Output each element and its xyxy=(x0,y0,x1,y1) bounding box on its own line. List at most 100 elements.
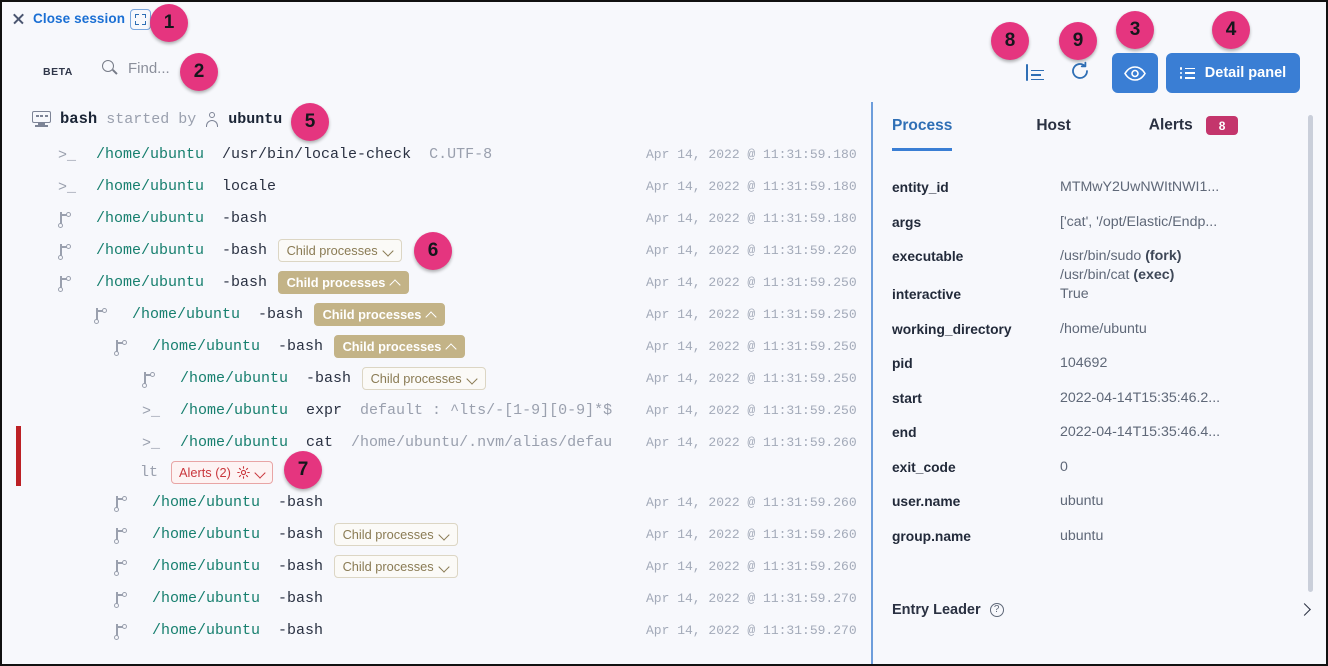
detail-field-row: working_directory/home/ubuntu xyxy=(892,320,1302,355)
process-row[interactable]: /home/ubuntu -bash Child processes Apr 14,… xyxy=(2,234,871,266)
chevron-down-icon xyxy=(468,374,477,383)
process-tree-list[interactable]: >_ /home/ubuntu /usr/bin/locale-check C.U… xyxy=(2,138,871,664)
process-timestamp: Apr 14, 2022 @ 11:31:59.260 xyxy=(646,494,857,510)
entry-leader-section[interactable]: Entry Leader ? xyxy=(892,602,1292,618)
process-timestamp: Apr 14, 2022 @ 11:31:59.260 xyxy=(646,434,857,450)
process-command: locale xyxy=(204,177,277,195)
child-processes-badge[interactable]: Child processes xyxy=(313,302,446,326)
top-bar: Close session xyxy=(2,2,1326,38)
detail-field-key: exit_code xyxy=(892,459,956,475)
detail-field-row: pid 104692 xyxy=(892,354,1302,389)
detail-field-key: group.name xyxy=(892,528,971,544)
tab-process[interactable]: Process xyxy=(892,117,953,151)
process-cwd: /home/ubuntu xyxy=(152,337,261,355)
child-processes-label: Child processes xyxy=(342,558,434,574)
chevron-down-icon xyxy=(256,468,265,477)
child-processes-label: Child processes xyxy=(286,242,378,258)
detail-field-row: exit_code 0 xyxy=(892,458,1302,493)
close-session-button[interactable]: Close session xyxy=(12,11,125,26)
process-cwd: /home/ubuntu xyxy=(96,145,205,163)
process-command: -bash xyxy=(260,589,324,607)
child-processes-badge[interactable]: Child processes xyxy=(277,270,410,294)
process-command: -bash xyxy=(260,557,324,575)
process-command: cat xyxy=(288,433,334,451)
process-row[interactable]: /home/ubuntu -bash Child processes Apr 14,… xyxy=(2,330,871,362)
process-row[interactable]: >_ /home/ubuntu /usr/bin/locale-check C.U… xyxy=(2,138,871,170)
close-x-icon xyxy=(12,12,25,25)
detail-field-row: args ['cat', '/opt/Elastic/Endp... xyxy=(892,213,1302,248)
search-input[interactable]: Find... xyxy=(102,60,170,77)
process-row[interactable]: /home/ubuntu -bash Child processes Apr 14,… xyxy=(2,266,871,298)
alerts-count-badge: 8 xyxy=(1206,116,1239,135)
toggle-visibility-button[interactable] xyxy=(1112,53,1158,93)
detail-panel-button[interactable]: Detail panel xyxy=(1166,53,1300,93)
alert-gutter xyxy=(16,458,21,486)
tab-alerts[interactable]: Alerts 8 xyxy=(1149,116,1239,151)
child-processes-badge[interactable]: Child processes xyxy=(333,522,458,546)
detail-field-value: MTMwY2UwNWItNWI1... xyxy=(1060,179,1220,195)
prompt-icon: >_ xyxy=(58,179,77,196)
process-row[interactable]: /home/ubuntu -bash Apr 14, 2022 @ 11:31:5… xyxy=(2,614,871,646)
session-view-toggle-button[interactable] xyxy=(1014,60,1044,85)
process-row[interactable]: /home/ubuntu -bash Child processes Apr 14,… xyxy=(2,362,871,394)
process-timestamp: Apr 14, 2022 @ 11:31:59.250 xyxy=(646,338,857,354)
process-command: -bash xyxy=(204,241,268,259)
process-row-continuation[interactable]: lt Alerts (2) xyxy=(2,458,871,486)
prompt-icon: >_ xyxy=(58,147,77,164)
process-args: /home/ubuntu/.nvm/alias/defau xyxy=(333,433,613,451)
process-command: -bash xyxy=(204,273,268,291)
detail-panel: Process Host Alerts 8 entity_id MTMwY2UwN… xyxy=(873,102,1313,664)
beta-label: BETA xyxy=(43,66,73,78)
session-shell-name: bash xyxy=(60,110,98,128)
alerts-badge[interactable]: Alerts (2) xyxy=(171,460,273,484)
chevron-up-icon xyxy=(427,310,436,319)
process-timestamp: Apr 14, 2022 @ 11:31:59.260 xyxy=(646,526,857,542)
annotation-marker-9: 9 xyxy=(1059,22,1097,60)
child-processes-badge[interactable]: Child processes xyxy=(333,334,466,358)
child-processes-badge[interactable]: Child processes xyxy=(333,554,458,578)
refresh-icon xyxy=(1071,61,1088,79)
chevron-down-icon xyxy=(384,246,393,255)
process-command: /usr/bin/locale-check xyxy=(204,145,412,163)
process-timestamp: Apr 14, 2022 @ 11:31:59.180 xyxy=(646,146,857,162)
process-row[interactable]: /home/ubuntu -bash Apr 14, 2022 @ 11:31:5… xyxy=(2,202,871,234)
process-row[interactable]: >_ /home/ubuntu locale Apr 14, 2022 @ 11:3… xyxy=(2,170,871,202)
detail-field-key: executable xyxy=(892,249,964,264)
detail-field-row: executable/usr/bin/sudo (fork)/usr/bin/c… xyxy=(892,247,1302,285)
detail-field-row: start 2022-04-14T15:35:46.2... xyxy=(892,389,1302,424)
detail-field-value: 0 xyxy=(1060,458,1068,475)
child-processes-label: Child processes xyxy=(322,306,422,322)
alert-gutter xyxy=(16,426,21,458)
process-cwd: /home/ubuntu xyxy=(152,557,261,575)
process-cwd: /home/ubuntu xyxy=(152,525,261,543)
refresh-button[interactable] xyxy=(1067,60,1092,85)
process-row[interactable]: /home/ubuntu -bash Apr 14, 2022 @ 11:31:5… xyxy=(2,486,871,518)
session-started-by-label: started by xyxy=(106,110,197,128)
process-timestamp: Apr 14, 2022 @ 11:31:59.270 xyxy=(646,590,857,606)
detail-tabs: Process Host Alerts 8 xyxy=(892,116,1239,151)
process-row[interactable]: /home/ubuntu -bash Child processes Apr 14,… xyxy=(2,550,871,582)
process-cwd: /home/ubuntu xyxy=(152,621,261,639)
question-mark-icon[interactable]: ? xyxy=(989,603,1004,617)
process-row[interactable]: /home/ubuntu -bash Child processes Apr 14,… xyxy=(2,298,871,330)
process-args-wrap: lt xyxy=(140,463,159,481)
process-cwd: /home/ubuntu xyxy=(180,433,289,451)
gear-icon xyxy=(237,465,250,479)
process-timestamp: Apr 14, 2022 @ 11:31:59.250 xyxy=(646,274,857,290)
fullscreen-expand-icon[interactable] xyxy=(130,9,151,30)
process-cwd: /home/ubuntu xyxy=(152,493,261,511)
child-processes-badge[interactable]: Child processes xyxy=(361,366,486,390)
child-processes-badge[interactable]: Child processes xyxy=(277,238,402,262)
process-row[interactable]: >_ /home/ubuntu expr default : ^lts/-[1-9… xyxy=(2,394,871,426)
process-row[interactable]: >_ /home/ubuntu cat /home/ubuntu/.nvm/ali… xyxy=(2,426,871,458)
detail-field-key: entity_id xyxy=(892,180,949,195)
tab-host[interactable]: Host xyxy=(1036,117,1070,151)
session-user-name: ubuntu xyxy=(228,110,283,128)
process-cwd: /home/ubuntu xyxy=(132,305,241,323)
process-cwd: /home/ubuntu xyxy=(152,589,261,607)
tab-host-label: Host xyxy=(1036,116,1071,134)
process-row[interactable]: /home/ubuntu -bash Apr 14, 2022 @ 11:31:5… xyxy=(2,582,871,614)
detail-panel-scrollbar[interactable] xyxy=(1308,115,1313,592)
process-row[interactable]: /home/ubuntu -bash Child processes Apr 14,… xyxy=(2,518,871,550)
